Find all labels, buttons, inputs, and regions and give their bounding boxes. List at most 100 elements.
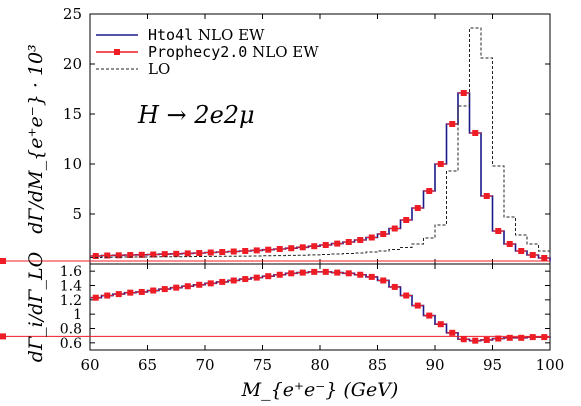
point-prophecy2-0-nlo-ew bbox=[173, 284, 180, 291]
legend-entry-hto4l: Hto4l NLO EW bbox=[96, 26, 265, 44]
point-prophecy2-0-nlo-ew bbox=[299, 269, 306, 276]
y-tick-label: 0.6 bbox=[60, 336, 82, 352]
point-prophecy2-0-nlo-ew bbox=[104, 252, 111, 259]
x-tick-label: 85 bbox=[368, 356, 387, 374]
point-prophecy2-0-nlo-ew bbox=[518, 334, 525, 341]
y-tick-label: 15 bbox=[63, 105, 82, 123]
x-tick-label: 100 bbox=[536, 356, 565, 374]
point-prophecy2-0-nlo-ew bbox=[529, 252, 536, 258]
point-prophecy2-0-nlo-ew bbox=[276, 246, 283, 252]
x-tick-label: 75 bbox=[253, 356, 272, 374]
point-prophecy2-0-nlo-ew bbox=[334, 240, 341, 247]
point-prophecy2-0-nlo-ew bbox=[529, 334, 536, 341]
point-prophecy2-0-nlo-ew bbox=[345, 270, 352, 277]
x-tick-label: 80 bbox=[310, 356, 329, 374]
y-tick-label: 10 bbox=[63, 155, 82, 173]
legend-entry-prophecy: Prophecy2.0 NLO EW bbox=[96, 43, 319, 61]
point-prophecy2-0-nlo-ew bbox=[299, 244, 306, 251]
point-prophecy2-0-nlo-ew bbox=[368, 273, 375, 280]
x-tick-label: 60 bbox=[80, 356, 99, 374]
y-tick-label: 25 bbox=[63, 5, 82, 23]
point-prophecy2-0-nlo-ew bbox=[437, 321, 444, 328]
main-series bbox=[0, 27, 551, 264]
point-prophecy2-0-nlo-ew bbox=[368, 234, 375, 241]
point-prophecy2-0-nlo-ew bbox=[219, 249, 226, 255]
point-prophecy2-0-nlo-ew bbox=[518, 248, 525, 254]
point-prophecy2-0-nlo-ew bbox=[380, 277, 387, 284]
point-prophecy2-0-nlo-ew bbox=[403, 292, 410, 299]
point-prophecy2-0-nlo-ew bbox=[115, 252, 122, 259]
process-annotation: H → 2e2μ bbox=[137, 101, 255, 129]
point-prophecy2-0-nlo-ew bbox=[426, 312, 433, 319]
y-tick-label: 1.4 bbox=[60, 279, 82, 295]
point-prophecy2-0-nlo-ew bbox=[196, 250, 203, 256]
ratio-panel: 60 65 70 75 80 85 90 95 100 0.60.811.21.41.6 dΓ_i… bbox=[0, 251, 564, 374]
legend-label-hto4l: Hto4l NLO EW bbox=[148, 26, 265, 44]
point-prophecy2-0-nlo-ew bbox=[0, 258, 6, 264]
y-tick-label: 5 bbox=[72, 205, 82, 223]
y-tick-label: 20 bbox=[63, 55, 82, 73]
point-prophecy2-0-nlo-ew bbox=[472, 337, 479, 344]
point-prophecy2-0-nlo-ew bbox=[460, 90, 467, 96]
point-prophecy2-0-nlo-ew bbox=[345, 239, 352, 245]
point-prophecy2-0-nlo-ew bbox=[230, 248, 237, 255]
point-prophecy2-0-nlo-ew bbox=[288, 245, 295, 252]
point-prophecy2-0-nlo-ew bbox=[311, 243, 318, 250]
point-prophecy2-0-nlo-ew bbox=[184, 250, 191, 257]
point-prophecy2-0-nlo-ew bbox=[437, 161, 444, 167]
point-prophecy2-0-nlo-ew bbox=[322, 242, 329, 248]
point-prophecy2-0-nlo-ew bbox=[357, 237, 364, 243]
point-prophecy2-0-nlo-ew bbox=[334, 269, 341, 276]
point-prophecy2-0-nlo-ew bbox=[506, 334, 513, 341]
point-prophecy2-0-nlo-ew bbox=[460, 336, 467, 343]
point-prophecy2-0-nlo-ew bbox=[173, 250, 180, 257]
y-tick-label: 1 bbox=[73, 307, 82, 323]
point-prophecy2-0-nlo-ew bbox=[449, 329, 456, 336]
point-prophecy2-0-nlo-ew bbox=[150, 251, 157, 258]
point-prophecy2-0-nlo-ew bbox=[265, 246, 272, 253]
series-hto4l-nlo-ew bbox=[90, 271, 551, 342]
point-prophecy2-0-nlo-ew bbox=[253, 247, 260, 254]
point-prophecy2-0-nlo-ew bbox=[92, 294, 99, 301]
x-axis-title: M_{e⁺e⁻} (GeV) bbox=[241, 379, 399, 401]
point-prophecy2-0-nlo-ew bbox=[219, 278, 226, 285]
point-prophecy2-0-nlo-ew bbox=[242, 248, 249, 254]
x-tick-label: 70 bbox=[195, 356, 214, 374]
point-prophecy2-0-nlo-ew bbox=[403, 217, 410, 223]
point-prophecy2-0-nlo-ew bbox=[391, 283, 398, 290]
point-prophecy2-0-nlo-ew bbox=[242, 276, 249, 283]
ratio-series bbox=[0, 268, 551, 344]
legend: Hto4l NLO EW Prophecy2.0 NLO EW LO bbox=[96, 26, 319, 78]
point-prophecy2-0-nlo-ew bbox=[322, 268, 329, 275]
legend-entry-lo: LO bbox=[96, 60, 170, 78]
point-prophecy2-0-nlo-ew bbox=[414, 205, 421, 211]
point-prophecy2-0-nlo-ew bbox=[311, 268, 318, 275]
point-prophecy2-0-nlo-ew bbox=[138, 288, 145, 295]
legend-label-prophecy: Prophecy2.0 NLO EW bbox=[148, 43, 319, 61]
point-prophecy2-0-nlo-ew bbox=[391, 225, 398, 232]
point-prophecy2-0-nlo-ew bbox=[265, 273, 272, 280]
point-prophecy2-0-nlo-ew bbox=[207, 280, 214, 287]
point-prophecy2-0-nlo-ew bbox=[207, 249, 214, 256]
point-prophecy2-0-nlo-ew bbox=[253, 274, 260, 281]
legend-label-lo: LO bbox=[148, 60, 170, 78]
point-prophecy2-0-nlo-ew bbox=[104, 292, 111, 299]
x-tick-label: 65 bbox=[138, 356, 157, 374]
point-prophecy2-0-nlo-ew bbox=[495, 335, 502, 342]
point-prophecy2-0-nlo-ew bbox=[138, 251, 145, 258]
main-y-axis-title: dΓ/dM_{e⁺e⁻} · 10³ bbox=[25, 44, 47, 234]
point-prophecy2-0-nlo-ew bbox=[196, 281, 203, 288]
ratio-plot-frame bbox=[89, 263, 551, 351]
point-prophecy2-0-nlo-ew bbox=[541, 334, 548, 341]
point-prophecy2-0-nlo-ew bbox=[541, 255, 548, 261]
main-ticks: 5 10 15 20 25 bbox=[63, 5, 551, 264]
main-panel: 5 10 15 20 25 Hto4l NLO EW Prophecy2.0 NLO E… bbox=[0, 5, 551, 265]
ratio-y-axis-title: dΓ_i/dΓ_LO bbox=[25, 251, 47, 362]
point-prophecy2-0-nlo-ew bbox=[495, 228, 502, 234]
point-prophecy2-0-nlo-ew bbox=[449, 121, 456, 127]
point-prophecy2-0-nlo-ew bbox=[357, 271, 364, 278]
point-prophecy2-0-nlo-ew bbox=[150, 287, 157, 294]
point-prophecy2-0-nlo-ew bbox=[161, 286, 168, 293]
point-prophecy2-0-nlo-ew bbox=[127, 252, 134, 258]
